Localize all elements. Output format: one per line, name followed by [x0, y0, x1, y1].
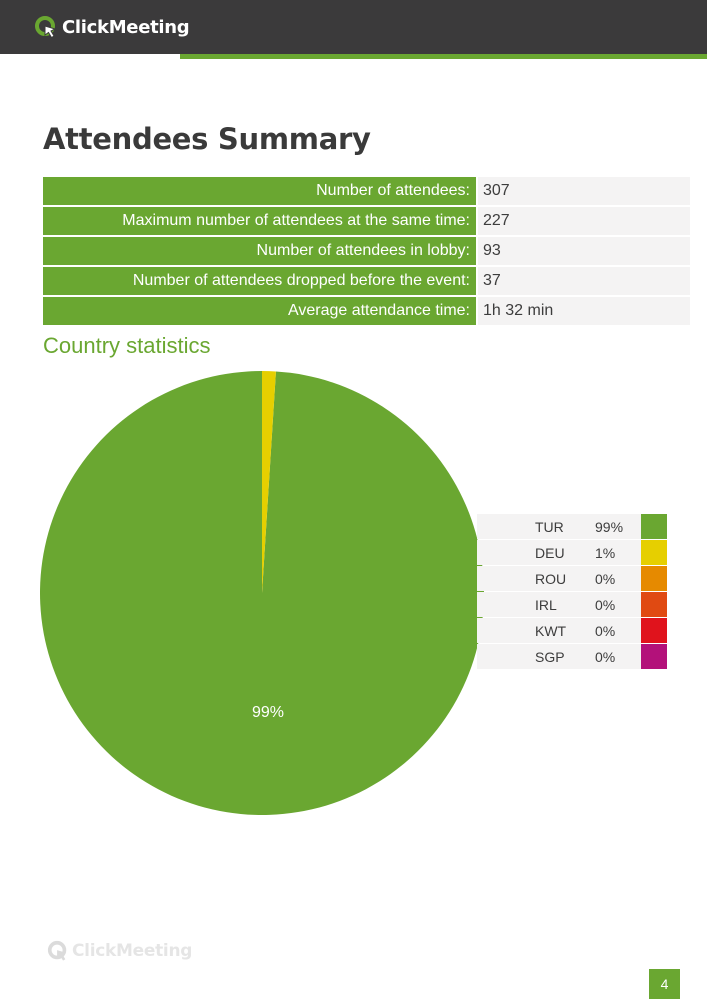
footer-logo-icon — [47, 940, 67, 961]
footer-brand-name: ClickMeeting — [72, 941, 193, 961]
legend-country-code: KWT — [535, 622, 567, 639]
top-bar: ClickMeeting — [0, 0, 707, 54]
legend-item: SGP 0% — [477, 644, 667, 669]
clickmeeting-logo-icon — [35, 16, 57, 39]
legend-color-swatch — [641, 644, 667, 669]
page-title: Attendees Summary — [43, 122, 371, 156]
legend-percent: 0% — [595, 596, 616, 613]
legend-percent: 1% — [595, 544, 616, 561]
legend-item: IRL 0% — [477, 592, 667, 617]
summary-row: Number of attendees in lobby: 93 — [43, 237, 690, 265]
legend-country-code: SGP — [535, 648, 565, 665]
country-pie-chart — [40, 371, 484, 815]
summary-row: Number of attendees dropped before the e… — [43, 267, 690, 295]
summary-value: 1h 32 min — [478, 297, 690, 325]
legend-percent: 99% — [595, 518, 624, 535]
legend-color-swatch — [641, 566, 667, 591]
legend-percent: 0% — [595, 570, 616, 587]
pie-slice-deu — [262, 371, 276, 593]
legend-color-swatch — [641, 514, 667, 539]
summary-value: 37 — [478, 267, 690, 295]
page-number: 4 — [649, 969, 680, 999]
legend-item: DEU 1% — [477, 540, 667, 565]
legend-country-code: IRL — [535, 596, 557, 613]
legend-percent: 0% — [595, 648, 616, 665]
summary-value: 93 — [478, 237, 690, 265]
summary-label: Number of attendees dropped before the e… — [43, 267, 476, 295]
summary-value: 227 — [478, 207, 690, 235]
legend-item: ROU 0% — [477, 566, 667, 591]
legend-percent: 0% — [595, 622, 616, 639]
country-legend: TUR 99% DEU 1% ROU 0% IRL 0% KWT 0% SGP 0% — [477, 514, 667, 670]
legend-color-swatch — [641, 618, 667, 643]
legend-color-swatch — [641, 540, 667, 565]
legend-country-code: TUR — [535, 518, 564, 535]
attendees-summary-table: Number of attendees: 307 Maximum number of… — [43, 177, 690, 327]
legend-item: KWT 0% — [477, 618, 667, 643]
header-logo: ClickMeeting — [34, 14, 190, 40]
header-accent-line — [180, 54, 707, 59]
summary-label: Number of attendees in lobby: — [43, 237, 476, 265]
pie-slice-label: 99% — [251, 704, 285, 721]
summary-label: Average attendance time: — [43, 297, 476, 325]
summary-row: Average attendance time: 1h 32 min — [43, 297, 690, 325]
summary-row: Number of attendees: 307 — [43, 177, 690, 205]
legend-color-swatch — [641, 592, 667, 617]
country-statistics-title: Country statistics — [43, 333, 211, 358]
summary-label: Maximum number of attendees at the same … — [43, 207, 476, 235]
legend-country-code: ROU — [535, 570, 567, 587]
summary-value: 307 — [478, 177, 690, 205]
legend-item: TUR 99% — [477, 514, 667, 539]
summary-label: Number of attendees: — [43, 177, 476, 205]
brand-name: ClickMeeting — [62, 16, 190, 38]
legend-country-code: DEU — [535, 544, 565, 561]
pie-slice-tur — [40, 371, 484, 815]
footer-logo: ClickMeeting — [47, 939, 192, 963]
summary-row: Maximum number of attendees at the same … — [43, 207, 690, 235]
